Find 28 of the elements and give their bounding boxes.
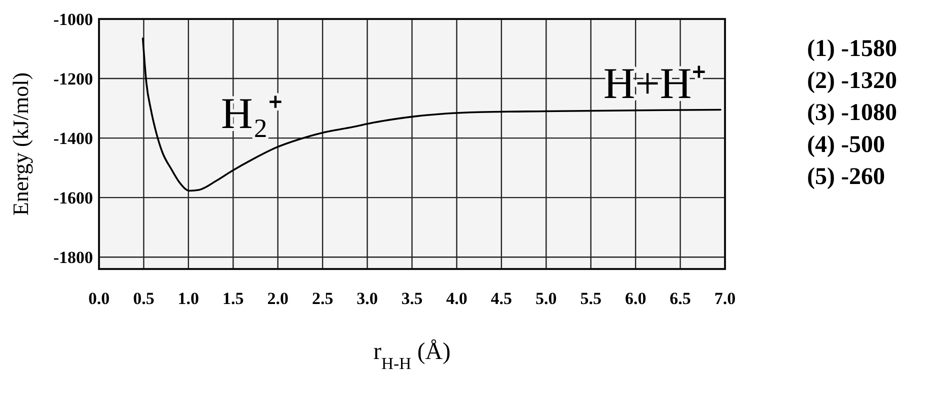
x-tick-label: 3.0 <box>356 289 378 308</box>
y-tick-label: -1000 <box>53 10 93 29</box>
text: (4) -500 <box>807 132 885 158</box>
x-tick-label: 2.0 <box>267 289 288 308</box>
x-axis-title: r$_{H-H}$ (Å) <box>373 339 451 372</box>
x-tick-label: 1.0 <box>178 289 200 308</box>
y-tick-label: -1800 <box>53 248 93 268</box>
x-tick-label: 3.5 <box>401 289 423 308</box>
x-tick-label: 0.0 <box>88 289 110 308</box>
x-tick-label: 2.5 <box>312 289 334 308</box>
x-tick-label: 1.5 <box>222 289 244 308</box>
x-tick-label: 4.5 <box>490 289 512 308</box>
x-tick-label: 6.5 <box>670 289 691 308</box>
x-tick-label: 0.5 <box>133 289 154 308</box>
text: (1) -1580 <box>807 36 897 62</box>
y-tick-label: -1400 <box>53 129 93 148</box>
x-tick-label: 7.0 <box>714 289 736 308</box>
text: (3) -1080 <box>807 100 897 126</box>
x-tick-label: 5.0 <box>536 289 557 308</box>
y-axis-title: Energy (kJ/mol) <box>8 72 33 216</box>
y-tick-label: -1600 <box>53 188 93 208</box>
x-tick-label: 5.5 <box>580 289 602 308</box>
text: (2) -1320 <box>807 68 897 94</box>
text: (5) -260 <box>807 164 885 190</box>
x-tick-label: 6.0 <box>624 289 646 308</box>
x-tick-label: 4.0 <box>446 289 468 308</box>
y-tick-label: -1200 <box>53 69 93 88</box>
line-series <box>142 37 722 192</box>
